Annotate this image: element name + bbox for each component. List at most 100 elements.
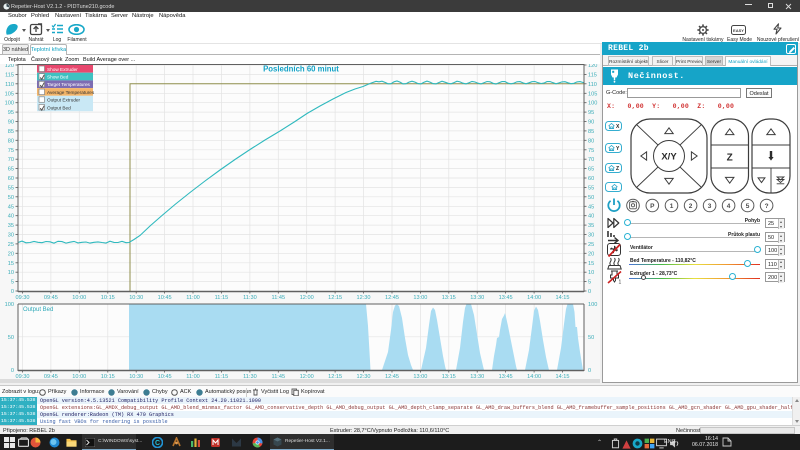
svg-text:09:30: 09:30 xyxy=(16,295,30,301)
svg-text:45: 45 xyxy=(588,204,594,210)
svg-text:13:00: 13:00 xyxy=(413,295,427,301)
svg-text:P: P xyxy=(650,203,655,210)
svg-text:95: 95 xyxy=(588,110,594,116)
svg-text:55: 55 xyxy=(588,185,594,191)
svg-text:Output Extruder: Output Extruder xyxy=(47,98,81,103)
svg-text:110: 110 xyxy=(5,82,14,88)
svg-text:11:45: 11:45 xyxy=(272,374,286,380)
svg-text:25: 25 xyxy=(588,242,594,248)
svg-text:1: 1 xyxy=(619,280,622,285)
svg-text:110: 110 xyxy=(588,82,597,88)
svg-text:70: 70 xyxy=(588,157,594,163)
svg-text:13:15: 13:15 xyxy=(442,374,456,380)
svg-text:11:45: 11:45 xyxy=(272,295,286,301)
svg-text:X/Y: X/Y xyxy=(661,152,677,163)
svg-text:11:30: 11:30 xyxy=(243,374,257,380)
svg-text:12:45: 12:45 xyxy=(385,295,399,301)
svg-text:10:45: 10:45 xyxy=(158,374,172,380)
svg-text:Target Temperatures: Target Temperatures xyxy=(47,82,91,87)
svg-text:2: 2 xyxy=(689,203,693,210)
svg-text:120: 120 xyxy=(5,64,14,69)
svg-text:Show Extruder: Show Extruder xyxy=(47,67,78,72)
svg-text:10:15: 10:15 xyxy=(101,295,115,301)
svg-text:55: 55 xyxy=(8,185,14,191)
svg-text:100: 100 xyxy=(588,302,597,308)
svg-text:0: 0 xyxy=(11,368,14,374)
svg-text:10:30: 10:30 xyxy=(129,374,143,380)
svg-text:12:30: 12:30 xyxy=(357,374,371,380)
svg-text:Posledních 60 minut: Posledních 60 minut xyxy=(263,65,339,74)
svg-text:12:30: 12:30 xyxy=(357,295,371,301)
svg-text:120: 120 xyxy=(588,64,597,69)
svg-text:0: 0 xyxy=(588,289,591,295)
svg-text:Show Bed: Show Bed xyxy=(47,75,69,80)
svg-text:Average Temperatures: Average Temperatures xyxy=(47,90,95,95)
svg-text:30: 30 xyxy=(8,233,14,239)
svg-text:14:15: 14:15 xyxy=(556,374,570,380)
svg-text:13:30: 13:30 xyxy=(470,374,484,380)
svg-text:13:15: 13:15 xyxy=(442,295,456,301)
svg-text:100: 100 xyxy=(5,302,14,308)
svg-text:105: 105 xyxy=(5,91,14,97)
svg-text:90: 90 xyxy=(588,120,594,126)
svg-text:12:00: 12:00 xyxy=(300,374,314,380)
svg-text:13:30: 13:30 xyxy=(470,295,484,301)
svg-text:5: 5 xyxy=(11,280,14,286)
svg-text:13:00: 13:00 xyxy=(413,374,427,380)
svg-text:35: 35 xyxy=(8,223,14,229)
svg-text:50: 50 xyxy=(8,335,14,341)
svg-text:60: 60 xyxy=(8,176,14,182)
svg-text:11:15: 11:15 xyxy=(215,295,229,301)
svg-text:80: 80 xyxy=(588,138,594,144)
svg-text:12:15: 12:15 xyxy=(328,295,342,301)
svg-text:09:30: 09:30 xyxy=(16,374,30,380)
svg-text:40: 40 xyxy=(588,214,594,220)
svg-text:13:45: 13:45 xyxy=(499,374,513,380)
svg-text:C: C xyxy=(155,440,160,447)
svg-text:10:45: 10:45 xyxy=(158,295,172,301)
svg-text:35: 35 xyxy=(588,223,594,229)
svg-text:25: 25 xyxy=(8,242,14,248)
svg-text:12:00: 12:00 xyxy=(300,295,314,301)
svg-text:50: 50 xyxy=(588,335,594,341)
svg-text:14:15: 14:15 xyxy=(556,295,570,301)
svg-text:115: 115 xyxy=(588,72,597,78)
svg-text:09:45: 09:45 xyxy=(44,374,58,380)
svg-text:85: 85 xyxy=(8,129,14,135)
svg-text:50: 50 xyxy=(588,195,594,201)
svg-text:5: 5 xyxy=(588,280,591,286)
svg-text:1: 1 xyxy=(670,203,674,210)
svg-text:11:30: 11:30 xyxy=(243,295,257,301)
svg-text:100: 100 xyxy=(5,101,14,107)
svg-text:3: 3 xyxy=(708,203,712,210)
svg-text:40: 40 xyxy=(8,214,14,220)
svg-text:10:30: 10:30 xyxy=(129,295,143,301)
svg-text:45: 45 xyxy=(8,204,14,210)
svg-text:09:45: 09:45 xyxy=(44,295,58,301)
svg-text:Output Bed: Output Bed xyxy=(23,307,53,313)
svg-text:20: 20 xyxy=(8,251,14,257)
svg-text:60: 60 xyxy=(588,176,594,182)
svg-text:65: 65 xyxy=(8,167,14,173)
svg-text:70: 70 xyxy=(8,157,14,163)
svg-text:13:45: 13:45 xyxy=(499,295,513,301)
svg-text:90: 90 xyxy=(8,120,14,126)
svg-text:100: 100 xyxy=(588,101,597,107)
svg-text:15: 15 xyxy=(8,261,14,267)
svg-text:10:00: 10:00 xyxy=(72,295,86,301)
svg-text:85: 85 xyxy=(588,129,594,135)
svg-text:11:15: 11:15 xyxy=(215,374,229,380)
svg-text:14:00: 14:00 xyxy=(527,374,541,380)
svg-text:20: 20 xyxy=(588,251,594,257)
svg-text:4: 4 xyxy=(727,203,731,210)
svg-text:75: 75 xyxy=(8,148,14,154)
svg-text:115: 115 xyxy=(5,72,14,78)
svg-text:11:00: 11:00 xyxy=(186,295,200,301)
svg-text:80: 80 xyxy=(8,138,14,144)
svg-text:65: 65 xyxy=(588,167,594,173)
svg-text:10: 10 xyxy=(8,270,14,276)
svg-text:12:45: 12:45 xyxy=(385,374,399,380)
svg-text:75: 75 xyxy=(588,148,594,154)
svg-text:10:15: 10:15 xyxy=(101,374,115,380)
svg-text:14:00: 14:00 xyxy=(527,295,541,301)
